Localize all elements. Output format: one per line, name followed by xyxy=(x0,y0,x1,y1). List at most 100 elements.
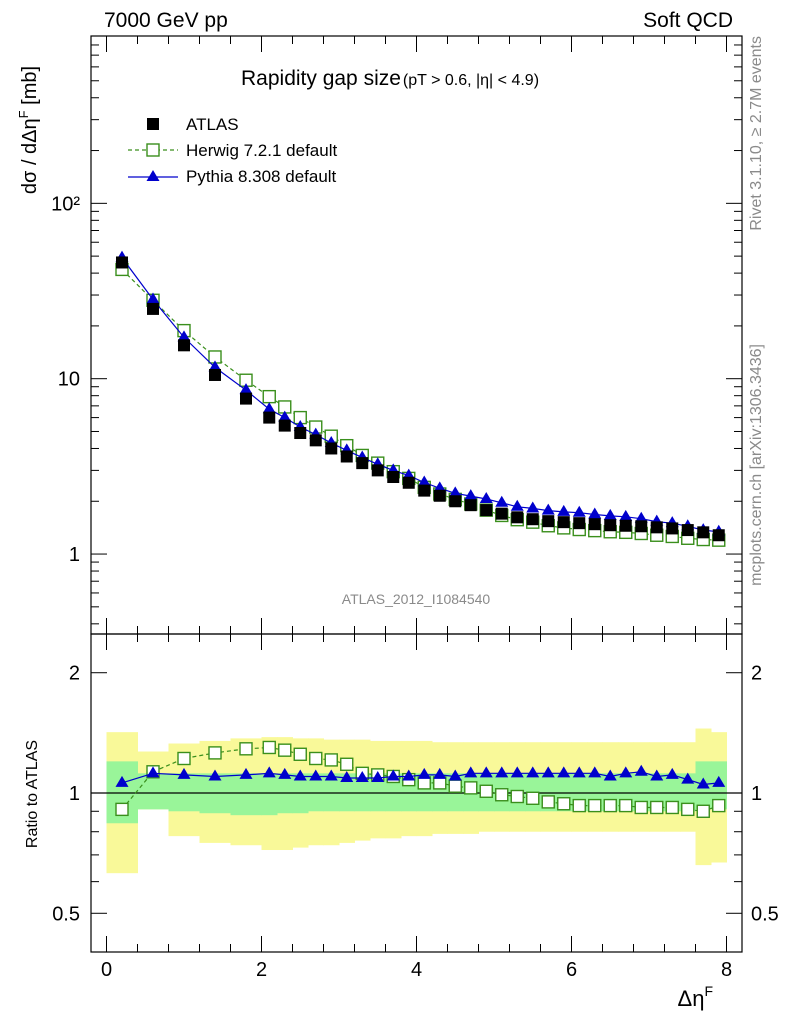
xtick-label: 0 xyxy=(101,959,112,981)
pythia-ratio-point xyxy=(665,767,679,779)
herwig-ratio-point xyxy=(696,804,710,818)
pythia-main-point xyxy=(146,292,160,304)
pythia-main-point xyxy=(262,402,276,414)
pythia-main-point xyxy=(448,486,462,498)
mcplots-label: mcplots.cern.ch [arXiv:1306.3436] xyxy=(748,344,765,586)
xtick-label: 4 xyxy=(411,959,422,981)
pythia-main-point xyxy=(479,492,493,504)
herwig-main-point xyxy=(262,389,276,404)
main-ytick-label: 1 xyxy=(69,544,80,566)
xtick-label: 2 xyxy=(256,959,267,981)
pythia-ratio-point xyxy=(355,771,369,783)
atlas-main-point xyxy=(387,471,400,484)
legend-herwig-marker xyxy=(146,143,160,157)
ratio-inner-band xyxy=(261,773,278,816)
atlas-main-point xyxy=(697,526,710,539)
pythia-ratio-point xyxy=(278,767,292,779)
pythia-main-point xyxy=(588,507,602,519)
atlas-main-point xyxy=(356,457,369,470)
pythia-ratio-point xyxy=(712,775,726,787)
pythia-ratio-point xyxy=(433,767,447,779)
pythia-ratio-point xyxy=(115,775,129,787)
pythia-ratio-point xyxy=(324,769,338,781)
ratio-plot-area xyxy=(115,740,726,818)
pythia-ratio-point xyxy=(650,769,664,781)
pythia-main-point xyxy=(557,504,571,516)
herwig-ratio-point xyxy=(634,800,648,815)
pythia-ratio-point xyxy=(208,769,222,781)
herwig-ratio-point xyxy=(448,779,462,793)
ratio-ytick-label-right: 2 xyxy=(751,663,762,685)
xtick-label: 8 xyxy=(721,959,732,981)
legend-atlas-marker xyxy=(147,118,159,130)
herwig-ratio-point xyxy=(464,781,478,795)
pythia-main-point xyxy=(510,499,524,511)
herwig-main-line xyxy=(121,268,719,541)
atlas-main-point xyxy=(604,519,617,532)
pythia-main-point xyxy=(433,481,447,493)
herwig-ratio-point xyxy=(495,788,509,802)
pythia-main-point xyxy=(239,383,253,395)
herwig-ratio-point xyxy=(712,798,726,813)
atlas-main-point xyxy=(433,489,446,502)
pythia-main-point xyxy=(526,501,540,513)
pythia-ratio-point xyxy=(371,771,385,783)
atlas-main-point xyxy=(309,434,322,447)
ratio-inner-band xyxy=(308,773,324,812)
pythia-ratio-point xyxy=(262,766,276,778)
ratio-inner-band xyxy=(339,773,355,812)
herwig-ratio-point xyxy=(572,798,586,813)
ratio-inner-band xyxy=(168,773,200,812)
pythia-ratio-point xyxy=(557,766,571,778)
pythia-main-point xyxy=(177,330,191,342)
herwig-ratio-point xyxy=(541,795,555,809)
ratio-ytick-label-left: 2 xyxy=(69,663,80,685)
atlas-main-point xyxy=(635,520,648,533)
atlas-main-point xyxy=(263,411,276,424)
pythia-ratio-point xyxy=(239,767,253,779)
analysis-id: ATLAS_2012_I1084540 xyxy=(342,591,491,607)
pythia-ratio-point xyxy=(417,767,431,779)
x-axis-label: ΔηF xyxy=(678,983,714,1011)
atlas-main-point xyxy=(402,476,415,489)
atlas-main-point xyxy=(209,368,221,381)
pythia-main-point xyxy=(541,503,555,515)
legend-herwig-label: Herwig 7.2.1 default xyxy=(186,141,337,160)
pythia-ratio-point xyxy=(309,769,323,781)
ratio-ytick-label-left: 0.5 xyxy=(52,903,80,925)
atlas-main-point xyxy=(573,517,586,530)
atlas-main-point xyxy=(557,516,570,529)
ratio-y-label: Ratio to ATLAS xyxy=(24,740,41,848)
atlas-main-point xyxy=(681,524,694,537)
atlas-main-point xyxy=(340,450,353,463)
pythia-ratio-point xyxy=(402,769,416,781)
pythia-ratio-point xyxy=(681,772,695,784)
pythia-main-point xyxy=(495,495,509,507)
pythia-ratio-point xyxy=(293,769,307,781)
herwig-ratio-point xyxy=(619,798,633,813)
pythia-main-point xyxy=(417,475,431,487)
herwig-ratio-point xyxy=(681,802,695,817)
pythia-main-point xyxy=(572,505,586,517)
herwig-ratio-point xyxy=(340,757,354,771)
herwig-ratio-point xyxy=(588,798,602,813)
main-y-axis: 1 10 10² xyxy=(51,35,742,625)
atlas-main-point xyxy=(278,419,291,432)
ratio-ytick-label-right: 0.5 xyxy=(751,903,779,925)
atlas-main-point xyxy=(495,507,508,520)
pythia-ratio-point xyxy=(510,766,524,778)
ratio-inner-band xyxy=(323,773,340,812)
ratio-inner-band xyxy=(354,773,371,812)
pythia-main-point xyxy=(634,511,648,523)
header-left: 7000 GeV pp xyxy=(104,9,228,32)
pythia-ratio-point xyxy=(146,766,160,778)
herwig-ratio-point xyxy=(293,747,307,761)
pythia-main-point xyxy=(278,410,292,422)
pythia-ratio-point xyxy=(696,777,710,789)
atlas-main-point xyxy=(449,495,462,508)
ratio-ytick-label-left: 1 xyxy=(69,783,80,805)
herwig-ratio-point xyxy=(262,740,276,755)
pythia-ratio-point xyxy=(479,766,493,778)
herwig-ratio-point xyxy=(526,791,540,805)
